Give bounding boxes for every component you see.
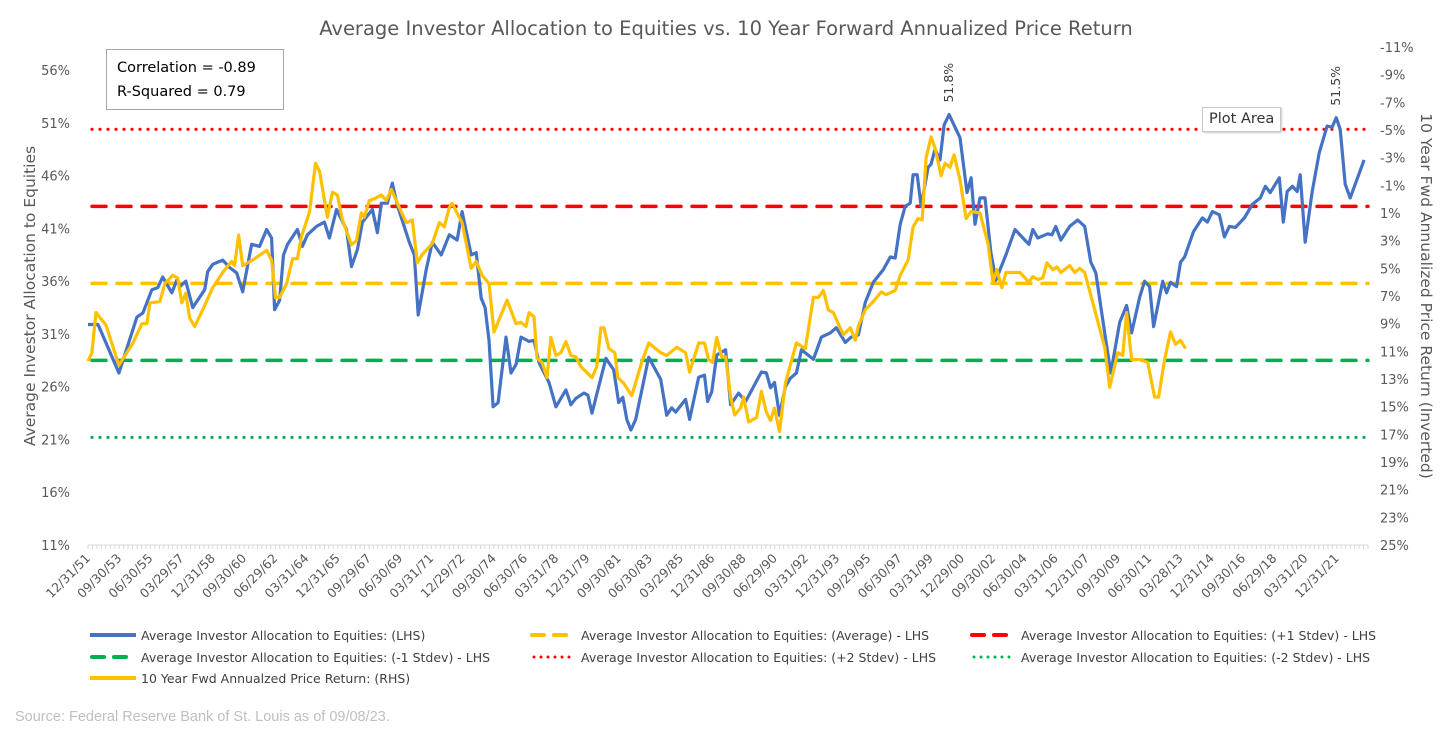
legend-item-plus2-stdev: Average Investor Allocation to Equities:… [530,648,936,666]
left-tick-label: 46% [41,170,70,185]
left-tick-label: 41% [41,222,70,237]
left-tick-label: 26% [41,381,70,396]
data-labels: 51.8% 51.5% [941,63,1343,106]
legend-swatch-dashed-yellow [530,633,576,637]
data-label: 51.5% [1328,66,1343,106]
legend-label: Average Investor Allocation to Equities:… [141,627,426,643]
right-tick-label: 23% [1380,511,1409,526]
legend-swatch-solid-blue [90,633,136,637]
r-squared-text: R-Squared = 0.79 [117,84,246,100]
chart-title: Average Investor Allocation to Equities … [319,17,1133,40]
right-tick-label: -5% [1380,124,1405,139]
right-tick-label: 1% [1380,207,1401,222]
left-tick-label: 31% [41,328,70,343]
series-fwd-return-line [86,135,1187,434]
legend-label: Average Investor Allocation to Equities:… [1021,627,1377,643]
legend-label: Average Investor Allocation to Equities:… [581,649,937,665]
source-note: Source: Federal Reserve Bank of St. Loui… [15,709,390,725]
right-axis-title: 10 Year Fwd Annualized Price Return (Inv… [1417,113,1435,479]
left-axis-title: Average Investor Allocation to Equities [21,146,39,446]
right-tick-label: 15% [1380,401,1409,416]
right-tick-label: 7% [1380,290,1401,305]
legend-swatch-solid-yellow [90,676,136,680]
right-tick-label: -9% [1380,69,1405,84]
legend-label: 10 Year Fwd Annualzed Price Return: (RHS… [141,670,411,686]
left-tick-label: 56% [41,64,70,79]
legend-item-plus1-stdev: Average Investor Allocation to Equities:… [970,626,1376,644]
legend-label: Average Investor Allocation to Equities:… [581,627,930,643]
left-tick-label: 21% [41,433,70,448]
right-tick-label: -1% [1380,179,1405,194]
left-tick-label: 51% [41,117,70,132]
legend-item-minus2-stdev: Average Investor Allocation to Equities:… [970,648,1370,666]
legend-swatch-dotted-green [972,655,1016,659]
right-tick-label: 19% [1380,456,1409,471]
legend-label: Average Investor Allocation to Equities:… [141,649,491,665]
right-tick-label: 13% [1380,373,1409,388]
legend-swatch-dashed-green [90,655,136,659]
series-lines [86,112,1366,434]
right-tick-label: 21% [1380,484,1409,499]
right-tick-label: -3% [1380,152,1405,167]
right-tick-label: 9% [1380,318,1401,333]
series-allocation-line [88,112,1366,432]
left-tick-label: 36% [41,275,70,290]
right-tick-label: 25% [1380,539,1409,554]
legend-item-allocation: Average Investor Allocation to Equities:… [90,626,425,644]
legend-item-fwd-return: 10 Year Fwd Annualzed Price Return: (RHS… [90,669,410,687]
right-tick-label: -11% [1380,41,1414,56]
right-tick-label: 5% [1380,262,1401,277]
right-tick-label: -7% [1380,96,1405,111]
legend-item-minus1-stdev: Average Investor Allocation to Equities:… [90,648,490,666]
right-tick-label: 17% [1380,428,1409,443]
left-tick-label: 11% [41,539,70,554]
x-axis: 12/31/5109/30/5306/30/5503/29/5712/31/58… [43,544,1369,601]
legend-label: Average Investor Allocation to Equities:… [1021,649,1371,665]
correlation-text: Correlation = -0.89 [117,60,256,76]
stats-box: Correlation = -0.89 R-Squared = 0.79 [106,49,284,110]
legend-item-average: Average Investor Allocation to Equities:… [530,626,929,644]
legend-swatch-dotted-red [532,655,576,659]
legend-swatch-dashed-red [970,633,1016,637]
right-axis: -11% -9% -7% -5% -3% -1% 1% 3% 5% 7% 9% 11% 13% 15% 17… [1380,41,1414,554]
legend: Average Investor Allocation to Equities:… [0,626,1456,696]
x-axis-ticks [87,545,1369,549]
reference-lines [90,127,1370,439]
right-tick-label: 3% [1380,235,1401,250]
left-axis: 11% 16% 21% 26% 31% 36% 41% 46% 51% 56% [41,64,70,554]
right-tick-label: 11% [1380,345,1409,360]
left-tick-label: 16% [41,486,70,501]
data-label: 51.8% [941,63,956,103]
plot-area-tooltip: Plot Area [1202,107,1282,132]
